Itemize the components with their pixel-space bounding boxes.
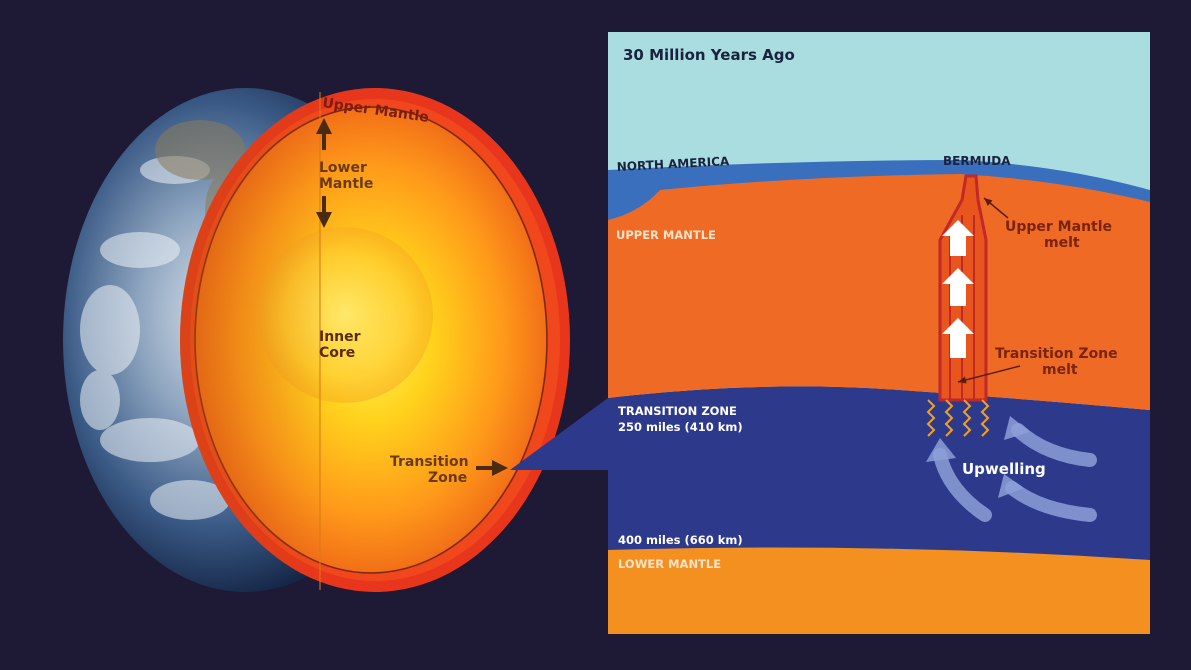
upwelling-arrows (933, 423, 1097, 522)
inner-core-label-1: Inner (319, 329, 361, 345)
transition-melt-label-1: Transition Zone (995, 346, 1118, 362)
depth-660-label: 400 miles (660 km) (618, 533, 743, 547)
cross-section-panel (608, 32, 1150, 634)
upper-melt-leader (983, 197, 1009, 219)
curved-arrow-icon (1011, 423, 1097, 467)
upper-mantle-melt-label-1: Upper Mantle (1005, 219, 1112, 235)
upper-mantle-band (608, 168, 1150, 410)
curved-arrow-icon (933, 448, 992, 522)
up-arrow-icon (942, 318, 974, 358)
lower-mantle-panel-label: LOWER MANTLE (618, 557, 721, 571)
transition-melt-label-2: melt (1042, 362, 1078, 378)
arrowhead-icon (1004, 416, 1030, 440)
inner-core-label-2: Core (319, 345, 355, 361)
mantle-plume (926, 174, 990, 437)
north-america-label: NORTH AMERICA (616, 154, 730, 174)
upper-mantle-melt-label-2: melt (1044, 235, 1080, 251)
bermuda-label: BERMUDA (943, 154, 1011, 168)
transition-zone-panel-label: TRANSITION ZONE (618, 404, 737, 418)
upwelling-arrowheads (926, 416, 1030, 498)
lower-mantle-label-1: Lower (319, 160, 367, 176)
lower-mantle-label-2: Mantle (319, 176, 373, 192)
depth-410-label: 250 miles (410 km) (618, 420, 743, 434)
plume-arrows (942, 220, 974, 358)
curved-arrow-icon (1005, 481, 1097, 522)
up-arrow-icon (942, 268, 974, 306)
earth-clouds (80, 156, 230, 520)
up-arrow-icon (942, 220, 974, 256)
crust-band (608, 160, 1150, 220)
transition-melt-zigzags (926, 399, 990, 437)
transition-zone-label-1: Transition (390, 454, 469, 470)
transition-melt-leader (957, 365, 1021, 384)
upper-mantle-panel-label: UPPER MANTLE (616, 228, 716, 242)
lower-mantle-band (608, 546, 1150, 634)
zoom-connector (510, 398, 608, 470)
transition-zone-label-2: Zone (428, 470, 467, 486)
panel-title: 30 Million Years Ago (623, 46, 795, 64)
arrowhead-icon (998, 474, 1024, 498)
upwelling-label: Upwelling (962, 460, 1046, 478)
arrowhead-icon (926, 438, 956, 462)
